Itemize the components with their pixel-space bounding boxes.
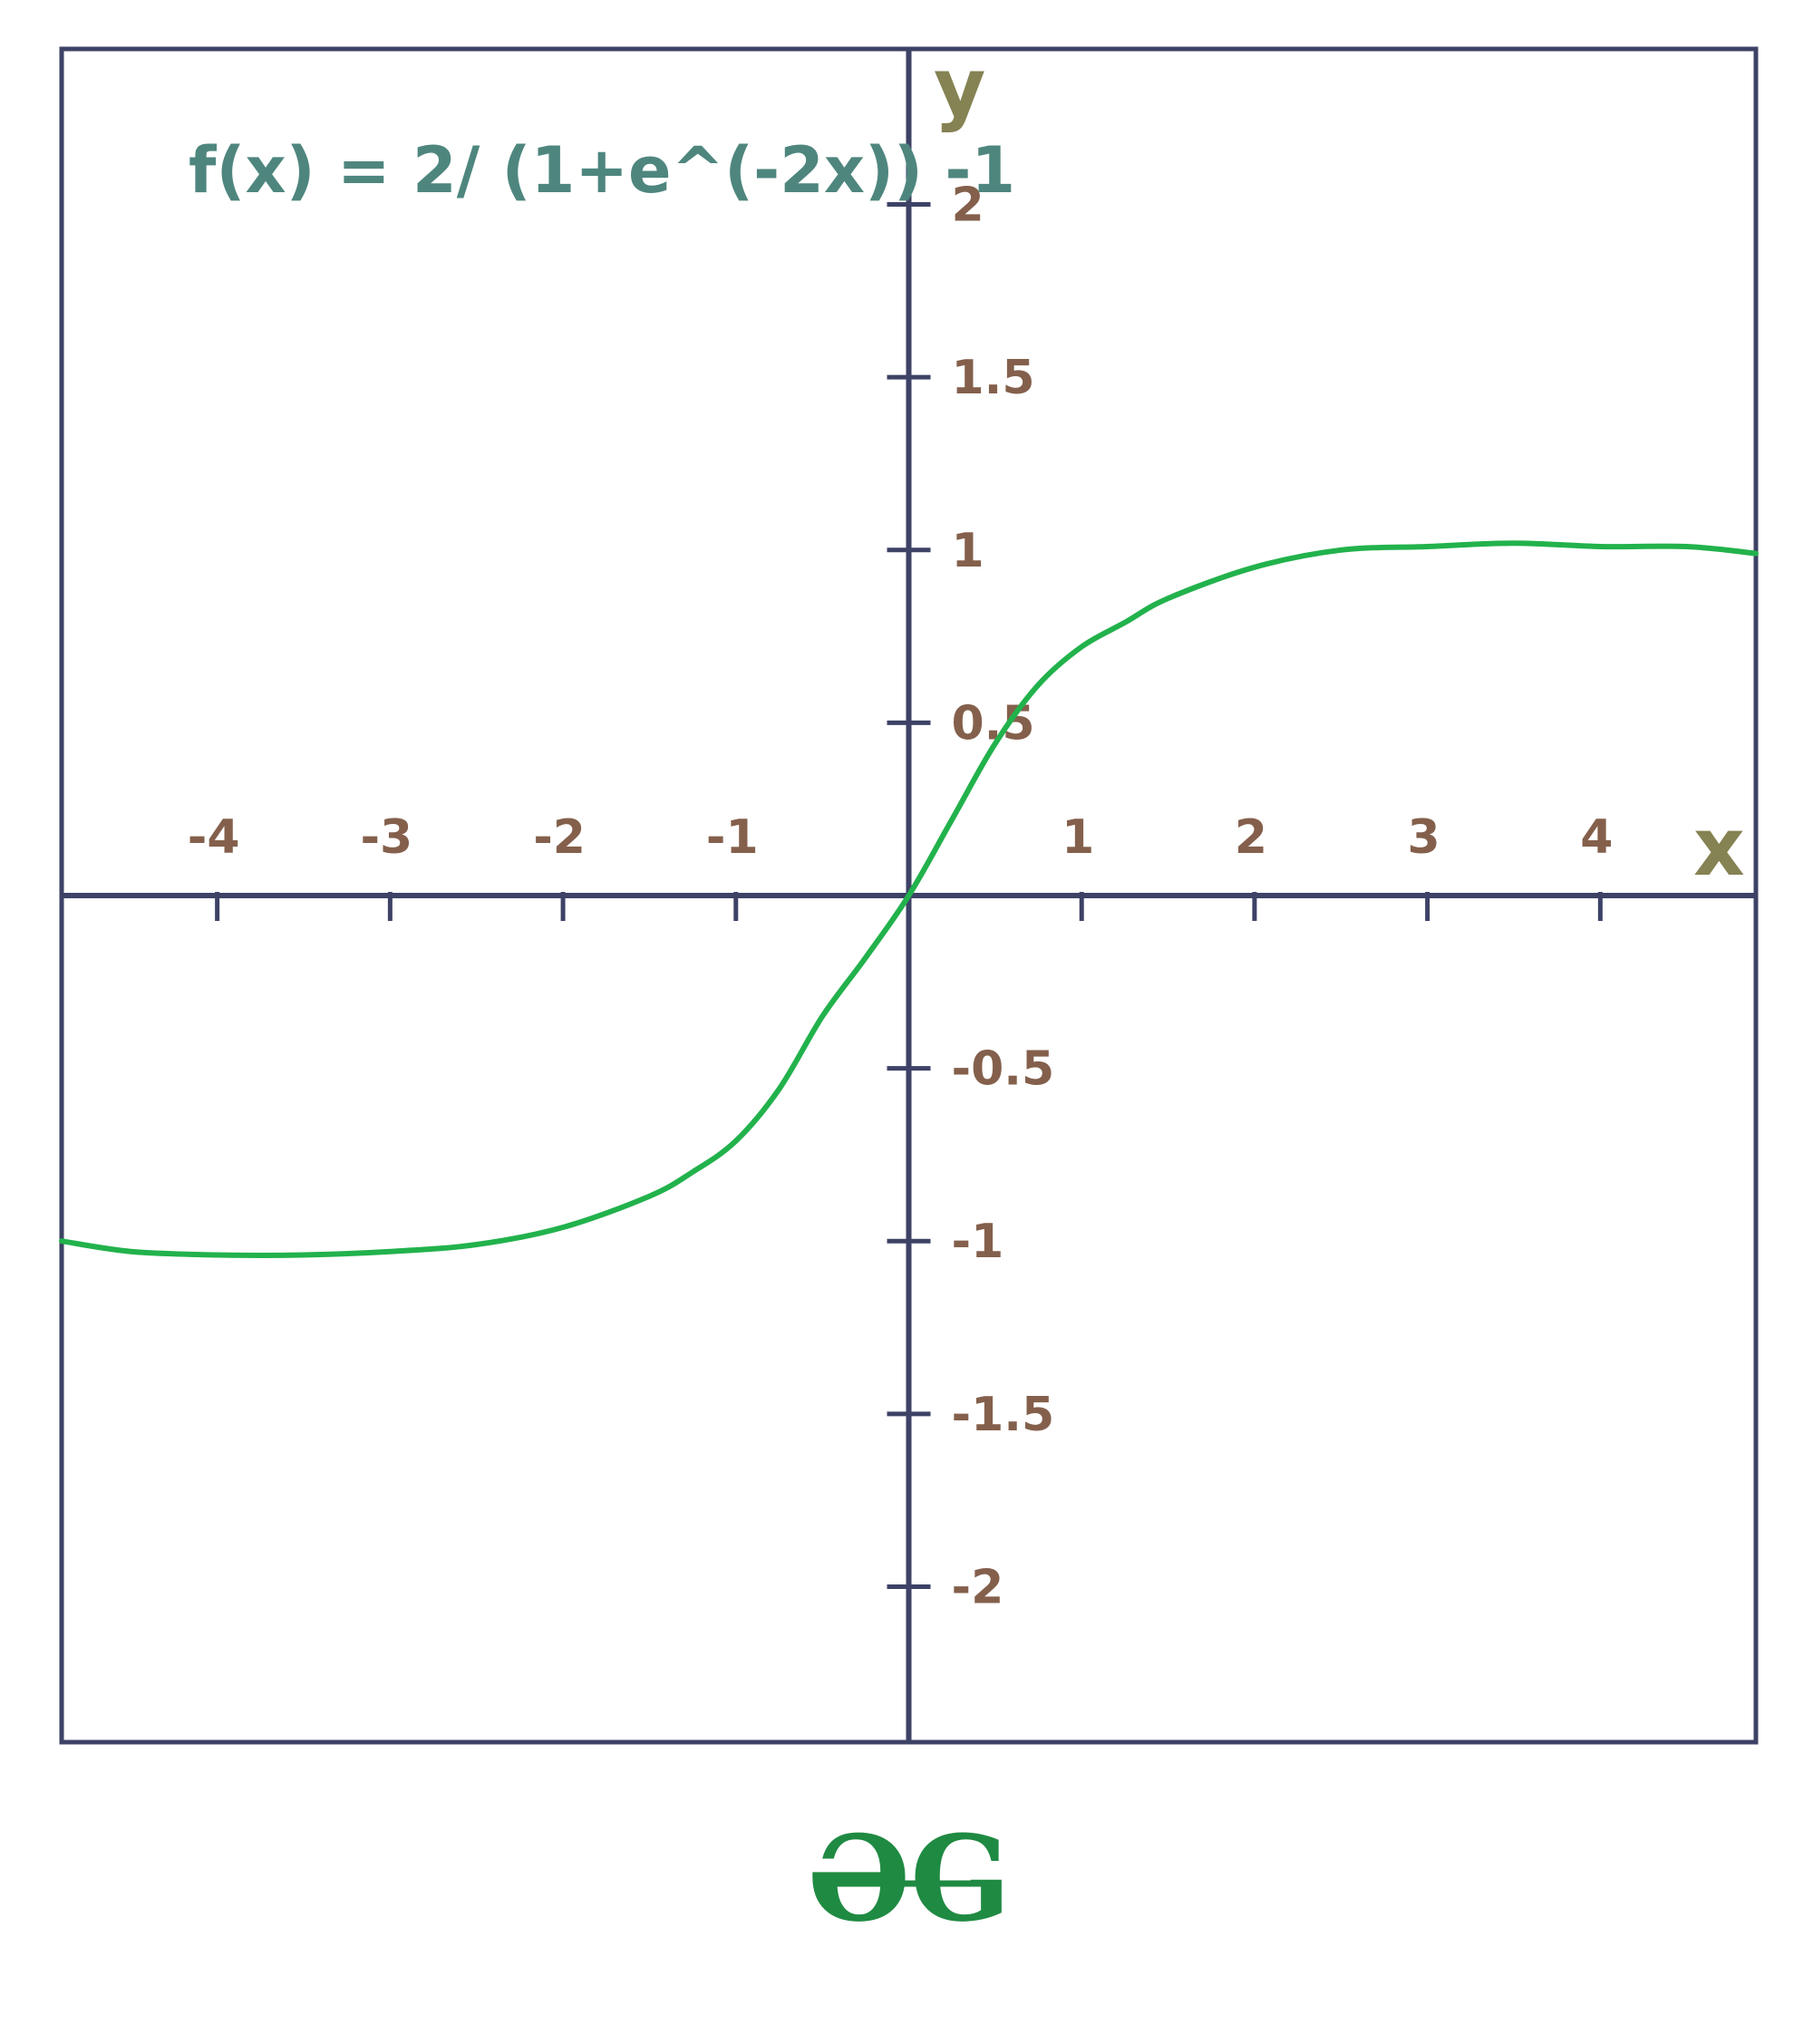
series-line: [59, 540, 1759, 1258]
x-tick-label: -4: [188, 810, 240, 865]
y-axis-label: y: [934, 41, 985, 134]
x-tick-label: 3: [1408, 810, 1440, 865]
series-group: [59, 540, 1759, 1258]
y-tick-label: -1.5: [952, 1388, 1055, 1442]
y-tick-label: -0.5: [952, 1042, 1055, 1097]
y-tick-label: 1: [952, 524, 984, 578]
tick-label-group: -4 -3 -2 -1 1 2 3 421.510.5-0.5-1-1.5-2: [188, 179, 1614, 1615]
y-tick-label: 2: [952, 179, 984, 233]
x-tick-label: 1: [1062, 810, 1094, 865]
gfg-logo-text: ƏG: [808, 1809, 1011, 1948]
x-tick-label: 2: [1235, 810, 1267, 865]
y-tick-label: -2: [952, 1560, 1004, 1614]
chart-title: f(x) = 2/ (1+e^(-2x)) -1: [189, 133, 1015, 208]
x-tick-label: -3: [360, 810, 412, 865]
x-tick-label: -1: [706, 810, 759, 865]
y-tick-label: 1.5: [952, 351, 1035, 405]
x-tick-label: 4: [1580, 810, 1613, 865]
y-tick-label: -1: [952, 1215, 1004, 1269]
x-tick-label: -2: [533, 810, 586, 865]
x-axis-label: x: [1693, 800, 1745, 894]
gfg-logo: ƏG: [808, 1809, 1011, 1948]
